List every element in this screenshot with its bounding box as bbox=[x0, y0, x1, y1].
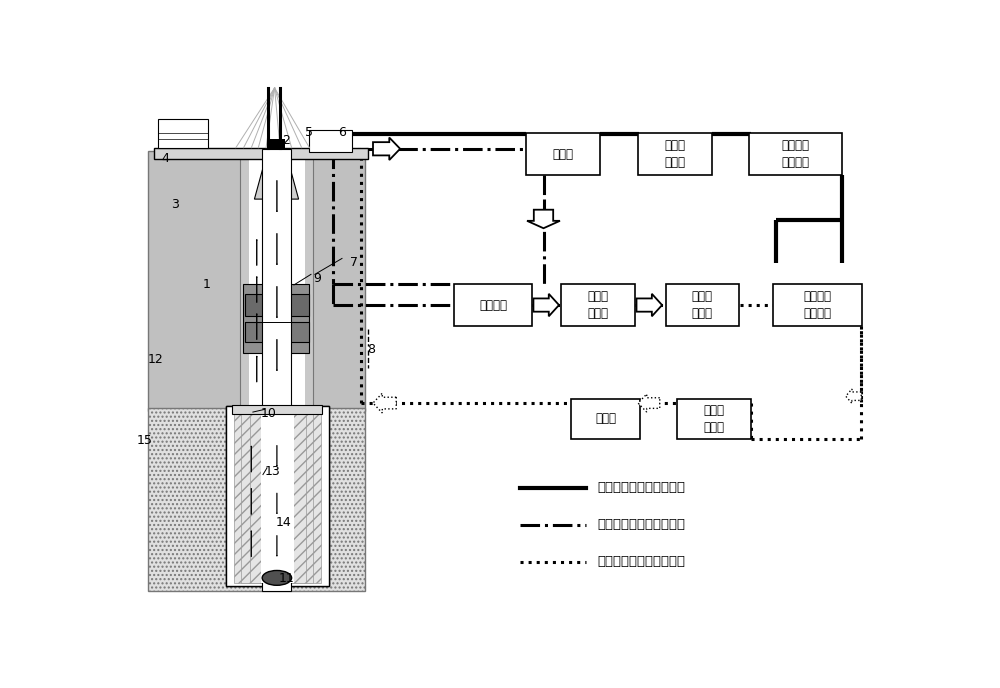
Polygon shape bbox=[373, 393, 396, 413]
FancyBboxPatch shape bbox=[773, 284, 862, 326]
FancyBboxPatch shape bbox=[309, 130, 352, 153]
Polygon shape bbox=[254, 160, 299, 199]
Polygon shape bbox=[527, 210, 560, 228]
Text: 重钻井
液储罐: 重钻井 液储罐 bbox=[665, 139, 686, 169]
FancyBboxPatch shape bbox=[677, 399, 751, 439]
Polygon shape bbox=[846, 389, 861, 403]
FancyBboxPatch shape bbox=[234, 411, 321, 583]
Text: 7: 7 bbox=[350, 256, 358, 269]
Text: 8: 8 bbox=[367, 343, 375, 356]
Text: 3: 3 bbox=[171, 198, 179, 211]
FancyBboxPatch shape bbox=[250, 411, 306, 583]
FancyBboxPatch shape bbox=[148, 409, 365, 591]
Text: 12: 12 bbox=[148, 352, 164, 365]
FancyBboxPatch shape bbox=[243, 284, 309, 353]
Text: 5: 5 bbox=[305, 127, 313, 140]
Text: 混合后密度中等的钻井液: 混合后密度中等的钻井液 bbox=[598, 519, 686, 531]
Text: 9: 9 bbox=[313, 272, 321, 285]
FancyBboxPatch shape bbox=[232, 405, 322, 414]
FancyBboxPatch shape bbox=[148, 151, 365, 411]
Text: 11: 11 bbox=[278, 572, 294, 585]
Text: 钻井泵: 钻井泵 bbox=[552, 148, 573, 160]
FancyBboxPatch shape bbox=[638, 133, 712, 175]
Text: 增压泵: 增压泵 bbox=[595, 413, 616, 425]
FancyBboxPatch shape bbox=[158, 118, 208, 148]
FancyBboxPatch shape bbox=[261, 411, 294, 583]
FancyBboxPatch shape bbox=[241, 411, 313, 583]
FancyBboxPatch shape bbox=[245, 294, 309, 316]
Polygon shape bbox=[533, 294, 559, 316]
Text: 4: 4 bbox=[161, 152, 169, 165]
Text: 混合前密度较重的钻井液: 混合前密度较重的钻井液 bbox=[598, 482, 686, 494]
Text: 混合前密度较轻的钻井液: 混合前密度较轻的钻井液 bbox=[598, 555, 686, 568]
Text: 10: 10 bbox=[260, 407, 276, 420]
FancyBboxPatch shape bbox=[666, 284, 739, 326]
Text: 15: 15 bbox=[136, 433, 152, 447]
FancyBboxPatch shape bbox=[267, 139, 285, 149]
Text: 轻钻井液
换热系统: 轻钻井液 换热系统 bbox=[803, 290, 831, 320]
Text: 1: 1 bbox=[202, 279, 210, 292]
Text: 重钻井液
换热系统: 重钻井液 换热系统 bbox=[781, 139, 809, 169]
Text: 2: 2 bbox=[282, 134, 290, 147]
FancyBboxPatch shape bbox=[454, 284, 532, 326]
Text: 6: 6 bbox=[338, 126, 346, 139]
FancyBboxPatch shape bbox=[249, 160, 305, 406]
Polygon shape bbox=[637, 294, 662, 316]
FancyBboxPatch shape bbox=[240, 160, 313, 406]
Text: 控压系统: 控压系统 bbox=[479, 299, 507, 312]
FancyBboxPatch shape bbox=[226, 406, 329, 585]
Polygon shape bbox=[373, 138, 400, 160]
Text: 轻钻井
液储罐: 轻钻井 液储罐 bbox=[704, 404, 724, 434]
FancyBboxPatch shape bbox=[245, 322, 309, 342]
Text: 14: 14 bbox=[276, 516, 292, 529]
FancyBboxPatch shape bbox=[526, 133, 600, 175]
FancyBboxPatch shape bbox=[226, 406, 329, 585]
FancyBboxPatch shape bbox=[749, 133, 842, 175]
Polygon shape bbox=[638, 394, 660, 412]
Text: 13: 13 bbox=[264, 466, 280, 478]
FancyBboxPatch shape bbox=[154, 148, 368, 160]
FancyBboxPatch shape bbox=[561, 284, 635, 326]
FancyBboxPatch shape bbox=[571, 399, 640, 439]
Ellipse shape bbox=[262, 570, 292, 585]
Text: 离心分
离系统: 离心分 离系统 bbox=[692, 290, 713, 320]
Text: 固相分
离系统: 固相分 离系统 bbox=[587, 290, 608, 320]
FancyBboxPatch shape bbox=[262, 149, 291, 591]
